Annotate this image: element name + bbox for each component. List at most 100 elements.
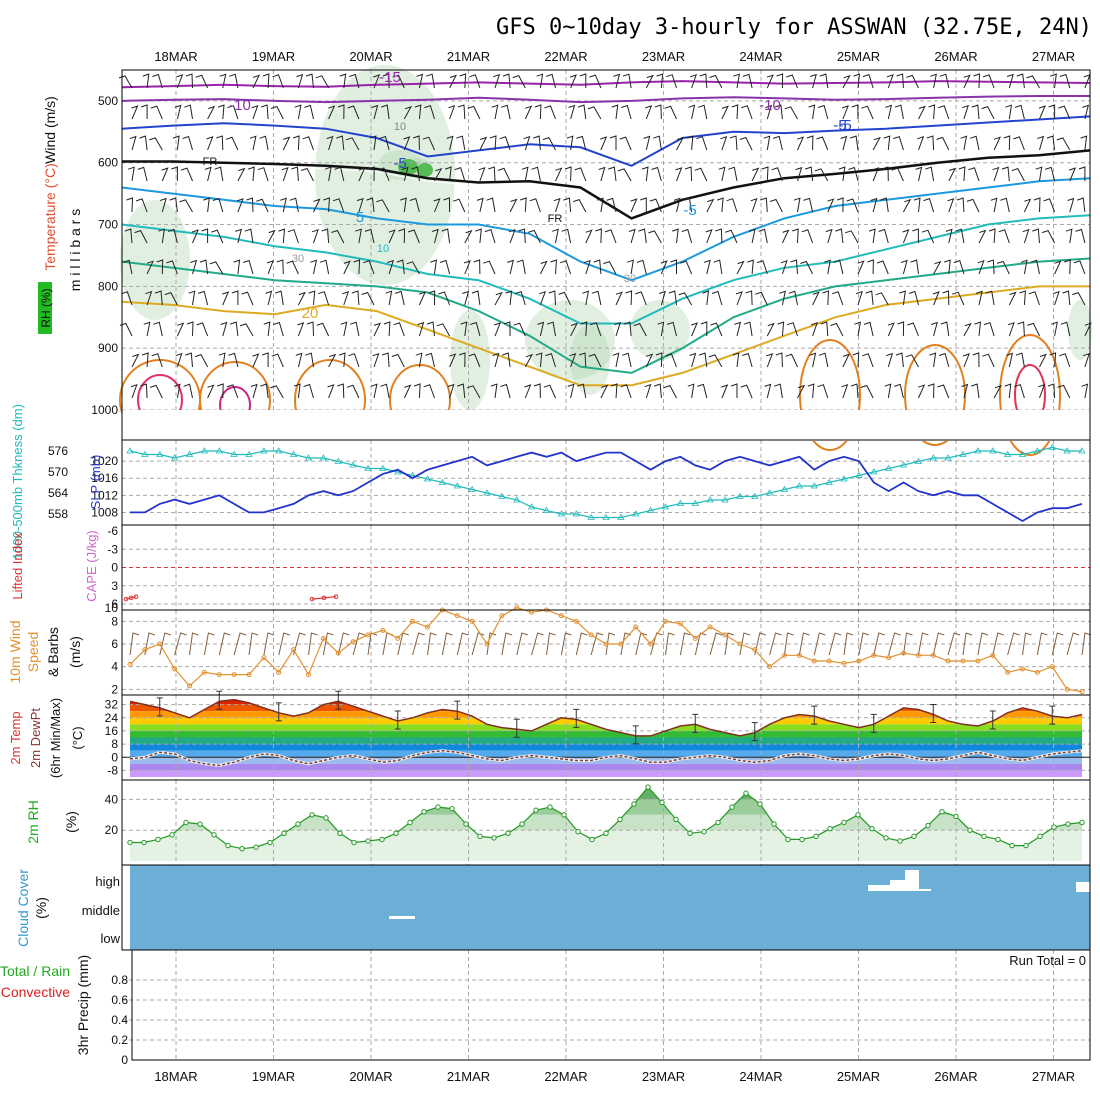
ylabel-cloud-b: (%) bbox=[33, 897, 49, 919]
wind-barb bbox=[852, 352, 860, 368]
top-date-label: 22MAR bbox=[544, 49, 587, 64]
rh-point bbox=[911, 833, 917, 840]
wind-speed-point bbox=[1064, 686, 1070, 692]
wind-barb bbox=[728, 166, 738, 182]
wind-barb bbox=[476, 197, 484, 213]
wind-barb bbox=[891, 167, 904, 182]
li-tick-label: -3 bbox=[107, 542, 118, 556]
wind-barb-10m bbox=[784, 632, 794, 656]
wind-barb bbox=[623, 321, 632, 337]
wind-barb bbox=[1059, 353, 1071, 368]
wind-barb bbox=[761, 166, 769, 182]
wind-barb bbox=[145, 290, 153, 306]
wind-barb bbox=[272, 74, 284, 89]
wind-barb bbox=[777, 321, 785, 337]
bottom-date-label: 25MAR bbox=[837, 1069, 880, 1084]
wind-barb bbox=[242, 259, 254, 275]
wind-barb bbox=[838, 166, 846, 182]
wind-barb bbox=[842, 74, 851, 89]
wind-speed-point bbox=[350, 639, 356, 645]
wind-barb bbox=[983, 321, 995, 337]
wind-barb bbox=[175, 352, 183, 368]
wind-barb bbox=[574, 167, 587, 182]
wind-barb bbox=[747, 259, 754, 275]
wind-barb bbox=[636, 259, 647, 275]
wind-barb bbox=[217, 383, 224, 399]
wind-barb bbox=[292, 135, 300, 151]
wind-barb bbox=[478, 166, 486, 182]
wind-barb bbox=[276, 259, 284, 275]
wind-barb bbox=[319, 259, 330, 275]
cloud-cover-background bbox=[130, 865, 1090, 950]
rh-band bbox=[130, 787, 1082, 800]
wind-barb bbox=[316, 322, 330, 337]
thickness-point bbox=[483, 489, 491, 496]
thickness-point bbox=[513, 496, 521, 503]
wind-barb bbox=[724, 229, 738, 244]
rh-point bbox=[715, 819, 721, 826]
wind-barb bbox=[545, 73, 556, 89]
thickness-point bbox=[765, 489, 774, 496]
wind-barb bbox=[308, 290, 316, 306]
wind-barb bbox=[381, 104, 390, 120]
wind-barb bbox=[613, 73, 621, 89]
wind-barb bbox=[981, 105, 995, 120]
wind-barb bbox=[176, 322, 185, 337]
wind-speed-point bbox=[231, 672, 237, 678]
wind-speed-point bbox=[172, 666, 178, 672]
rh-bands bbox=[130, 787, 1082, 861]
wind-speed-point bbox=[826, 658, 832, 664]
wind-barb bbox=[582, 290, 590, 306]
wind-barb bbox=[764, 383, 772, 399]
wind-barb bbox=[204, 166, 212, 182]
wind-barb bbox=[381, 352, 390, 368]
wind-tick-label: 8 bbox=[111, 614, 118, 628]
wind-barb bbox=[304, 104, 314, 120]
wind-barb bbox=[735, 291, 743, 306]
rh-point bbox=[967, 827, 973, 833]
contour-label: -15 bbox=[379, 69, 401, 86]
wind-barb bbox=[1057, 384, 1071, 399]
ylabel-thickness: 1000-500mb Thkness (dm) bbox=[10, 404, 25, 560]
wind-speed-point bbox=[677, 621, 683, 627]
wind-barb bbox=[323, 197, 330, 213]
rh-shading bbox=[315, 65, 455, 285]
wind-barb bbox=[688, 104, 696, 120]
wind-barb bbox=[300, 167, 314, 182]
wind-barb bbox=[721, 105, 729, 120]
wind-barb bbox=[489, 135, 497, 151]
temp-band bbox=[130, 711, 1082, 718]
thickness-point bbox=[379, 464, 387, 471]
wind-barb bbox=[537, 321, 545, 337]
wind-barb bbox=[321, 228, 330, 244]
wind-barb bbox=[413, 383, 421, 399]
wind-barb bbox=[454, 166, 466, 182]
wind-barb bbox=[294, 104, 302, 120]
temp-minmax-bar bbox=[811, 705, 818, 725]
wind-barb bbox=[962, 353, 970, 368]
wind-barb bbox=[546, 321, 556, 337]
wind-barb bbox=[604, 229, 617, 244]
rh-point bbox=[225, 842, 231, 849]
wind-barb bbox=[867, 259, 874, 275]
wind-barb bbox=[923, 197, 935, 213]
wind-barb bbox=[918, 105, 926, 120]
wind-barb bbox=[726, 198, 738, 213]
temp-minmax-bar bbox=[216, 690, 223, 710]
thickness-point bbox=[275, 447, 283, 454]
thickness-point bbox=[334, 457, 343, 464]
chart-title: GFS 0~10day 3-hourly for ASSWAN (32.75E,… bbox=[496, 15, 1092, 40]
wind-barb bbox=[433, 198, 441, 213]
wind-barb bbox=[622, 73, 632, 89]
thickness-point bbox=[884, 464, 893, 471]
wind-barb bbox=[141, 352, 149, 368]
rh-point bbox=[407, 819, 413, 826]
wind-barb bbox=[947, 198, 955, 213]
bottom-date-label: 22MAR bbox=[544, 1069, 587, 1084]
wind-barb bbox=[459, 73, 467, 89]
wind-barb bbox=[271, 353, 284, 368]
wind-barb bbox=[698, 352, 708, 368]
wind-barb bbox=[817, 104, 829, 120]
rh-tick-label: 20 bbox=[105, 823, 119, 837]
top-date-label: 24MAR bbox=[739, 49, 782, 64]
